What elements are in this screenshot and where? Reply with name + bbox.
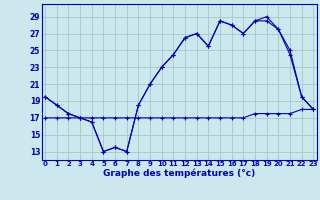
X-axis label: Graphe des températures (°c): Graphe des températures (°c) bbox=[103, 169, 255, 178]
